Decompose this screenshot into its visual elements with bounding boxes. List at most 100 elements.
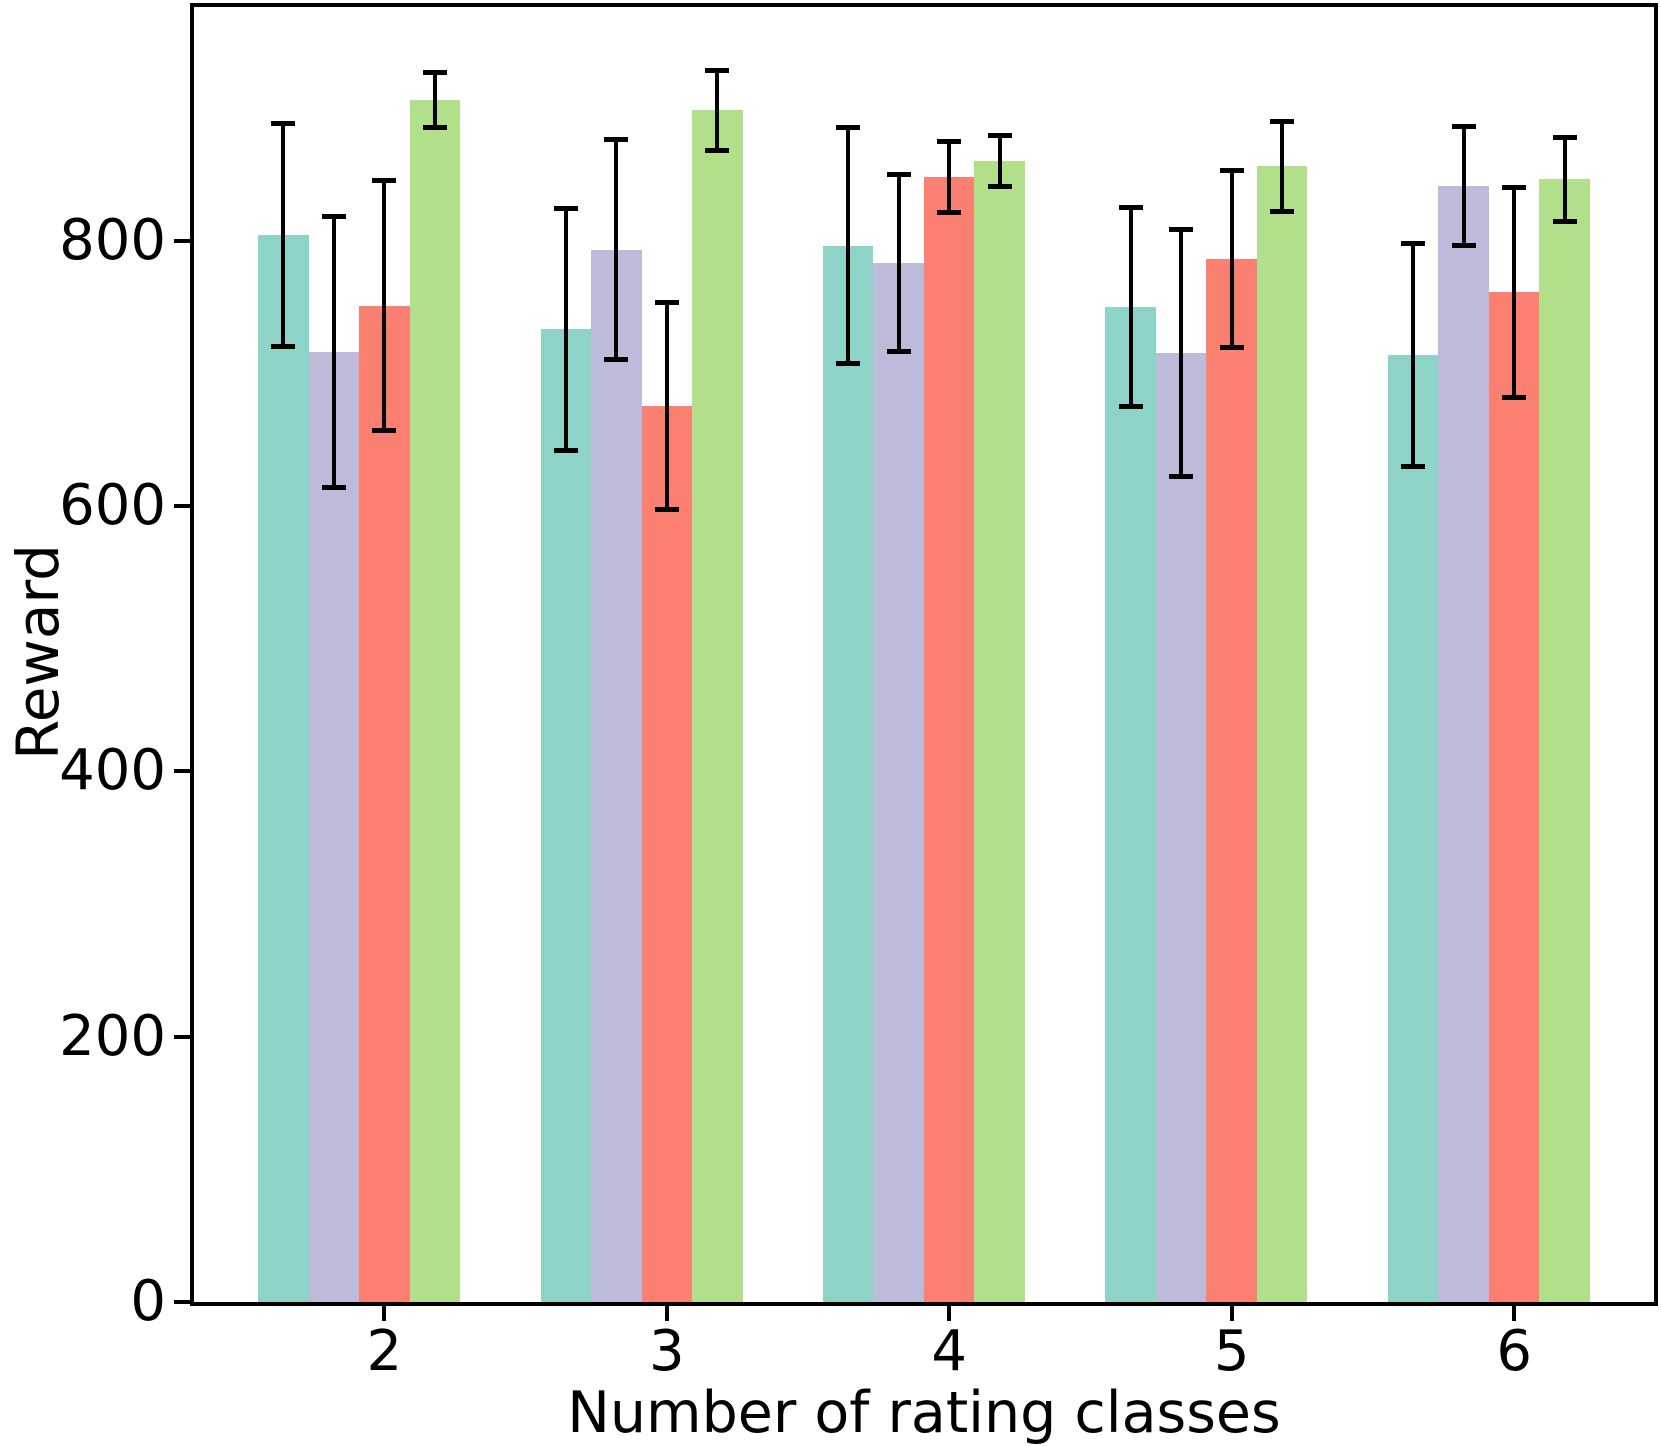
error-bar-cap-top [886,171,911,177]
y-tick-mark [174,769,190,774]
error-bar-cap-bottom [705,147,730,153]
error-bar-line [563,208,568,451]
y-tick-label: 200 [59,1003,166,1069]
error-bar-cap-top [836,125,861,131]
x-tick-label: 2 [366,1319,403,1384]
plot-area [190,3,1658,1306]
error-bar-line [281,123,286,347]
error-bar-cap-bottom [553,447,578,453]
error-bar-line [1411,243,1416,467]
bar-green-x5 [1256,166,1308,1302]
error-bar-line [896,174,901,352]
error-bar-line [1461,126,1466,246]
bar-green-x6 [1539,179,1590,1302]
bar-green-x4 [974,160,1025,1302]
error-bar-line [1512,187,1517,398]
x-axis-label: Number of rating classes [567,1380,1281,1446]
y-tick-mark [174,1034,190,1039]
bar-salmon-x3 [641,406,693,1302]
plot-inner-area [194,7,1654,1302]
bar-green-x3 [692,110,743,1302]
error-bar-cap-bottom [1552,219,1577,225]
bar-salmon-x2 [359,305,410,1302]
x-tick-mark [1512,1305,1517,1321]
error-bar-cap-top [321,214,346,220]
error-bar-cap-bottom [836,361,861,367]
error-bar-cap-top [987,133,1012,139]
error-bar-cap-top [1169,227,1194,233]
error-bar-cap-bottom [271,344,296,350]
error-bar-cap-bottom [321,484,346,490]
error-bar-line [382,180,387,431]
y-tick-mark [174,238,190,243]
bar-salmon-x5 [1206,259,1257,1302]
bar-lavender-x3 [591,249,642,1302]
error-bar-cap-top [1401,240,1426,246]
error-bar-line [1280,121,1285,212]
error-bar-cap-bottom [987,183,1012,189]
error-bar-line [715,70,720,151]
error-bar-cap-top [937,138,962,144]
y-tick-label: 400 [59,738,166,804]
bar-lavender-x5 [1155,353,1207,1302]
error-bar-cap-top [1270,118,1295,124]
error-bar-cap-bottom [1401,463,1426,469]
error-bar-line [614,139,619,360]
y-axis-label: Reward [4,544,72,760]
error-bar-cap-top [422,69,447,75]
bar-salmon-x6 [1488,292,1540,1302]
error-bar-cap-top [1118,204,1143,210]
error-bar-cap-bottom [372,427,397,433]
error-bar-cap-top [654,300,679,306]
error-bar-cap-top [1502,184,1527,190]
error-bar-line [432,72,437,128]
y-tick-mark [174,1300,190,1304]
bar-salmon-x4 [923,176,975,1302]
error-bar-line [1229,170,1234,348]
y-tick-label: 0 [130,1269,166,1334]
error-bar-cap-bottom [1169,474,1194,480]
error-bar-cap-bottom [422,125,447,131]
error-bar-line [997,135,1002,187]
bar-teal-x4 [822,245,874,1302]
error-bar-line [1128,207,1133,407]
error-bar-cap-top [1451,123,1476,129]
error-bar-line [664,302,669,510]
error-bar-cap-top [271,121,296,127]
bar-lavender-x6 [1438,186,1489,1302]
x-tick-mark [664,1305,669,1321]
bar-teal-x6 [1387,354,1439,1302]
bar-green-x2 [409,99,461,1302]
error-bar-cap-bottom [604,357,629,363]
error-bar-line [1562,137,1567,222]
bar-lavender-x2 [308,351,360,1302]
error-bar-cap-top [705,68,730,74]
error-bar-cap-bottom [1270,208,1295,214]
error-bar-cap-top [604,137,629,143]
error-bar-line [947,141,952,213]
error-bar-cap-bottom [937,210,962,216]
bar-teal-x3 [540,329,592,1302]
y-tick-mark [174,503,190,508]
error-bar-cap-bottom [886,349,911,355]
error-bar-cap-top [1552,134,1577,140]
error-bar-cap-top [372,178,397,184]
x-tick-mark [947,1305,952,1321]
error-bar-line [331,216,336,488]
error-bar-cap-bottom [654,507,679,513]
x-tick-mark [1229,1305,1234,1321]
error-bar-cap-bottom [1118,403,1143,409]
x-tick-label: 4 [931,1319,968,1384]
x-tick-label: 6 [1496,1319,1532,1384]
bar-teal-x2 [258,235,309,1302]
error-bar-cap-bottom [1502,394,1527,400]
bar-teal-x5 [1105,306,1156,1302]
error-bar-cap-top [1219,167,1244,173]
error-bar-line [846,127,851,364]
y-tick-label: 600 [59,472,166,538]
error-bar-cap-top [553,206,578,212]
bar-lavender-x4 [873,263,924,1302]
x-tick-label: 5 [1213,1319,1250,1384]
error-bar-cap-bottom [1219,345,1244,351]
